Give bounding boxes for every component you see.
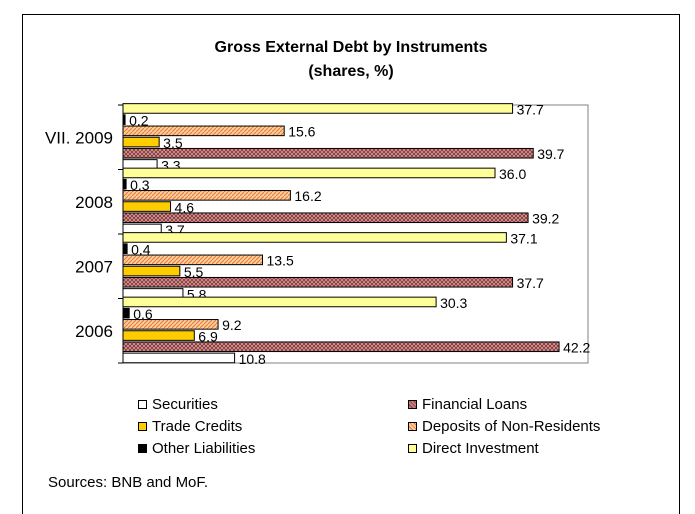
source-note: Sources: BNB and MoF. [48,474,209,491]
bar-deposits-of-non-residents [122,254,263,266]
data-label: 10.8 [239,351,266,367]
bar-direct-investment [122,103,514,114]
category-label: VII. 2009 [45,128,113,147]
bar-other-liabilities [122,243,128,254]
data-label: 13.5 [267,253,294,269]
data-label: 39.7 [537,146,564,162]
chart-subtitle-line: (shares, %) [308,63,394,80]
data-label: 39.2 [532,211,559,227]
bar-trade-credits [122,136,160,148]
bar-deposits-of-non-residents [122,125,285,137]
bar-financial-loans [122,212,529,224]
category-label: 2006 [75,322,113,341]
bar-securities [122,352,236,364]
bar-financial-loans [122,147,534,159]
bar-other-liabilities [122,307,130,319]
bar-deposits-of-non-residents [122,190,291,201]
data-label: 0.3 [130,177,150,193]
data-label: 4.6 [175,199,195,215]
data-label: 30.3 [440,295,467,311]
data-label: 16.2 [294,188,321,204]
bar-financial-loans [122,276,514,288]
bar-other-liabilities [122,114,126,125]
data-label: 0.4 [131,241,151,257]
bar-trade-credits [122,265,181,277]
bar-financial-loans [122,341,560,353]
bar-trade-credits [122,201,172,212]
data-label: 37.7 [517,275,544,291]
chart-title-line: Gross External Debt by Instruments [214,39,488,56]
data-label: 15.6 [288,124,315,140]
chart-title: Gross External Debt by Instruments (shar… [22,36,680,84]
data-label: 37.1 [510,230,537,246]
bar-trade-credits [122,330,195,341]
category-label: 2007 [75,257,113,276]
data-label: 36.0 [499,166,526,182]
data-label: 0.6 [133,306,153,322]
data-label: 0.2 [129,112,149,128]
bar-direct-investment [122,167,496,179]
data-label: 9.2 [222,317,242,333]
data-label: 6.9 [198,328,218,344]
category-label: 2008 [75,193,113,212]
data-label: 3.5 [163,135,183,151]
bar-direct-investment [122,232,507,243]
data-label: 42.2 [563,340,590,356]
data-label: 37.7 [517,101,544,117]
chart-frame [22,14,680,514]
bar-other-liabilities [122,178,127,190]
bar-direct-investment [122,296,437,308]
data-label: 5.5 [184,264,204,280]
bar-deposits-of-non-residents [122,319,219,330]
